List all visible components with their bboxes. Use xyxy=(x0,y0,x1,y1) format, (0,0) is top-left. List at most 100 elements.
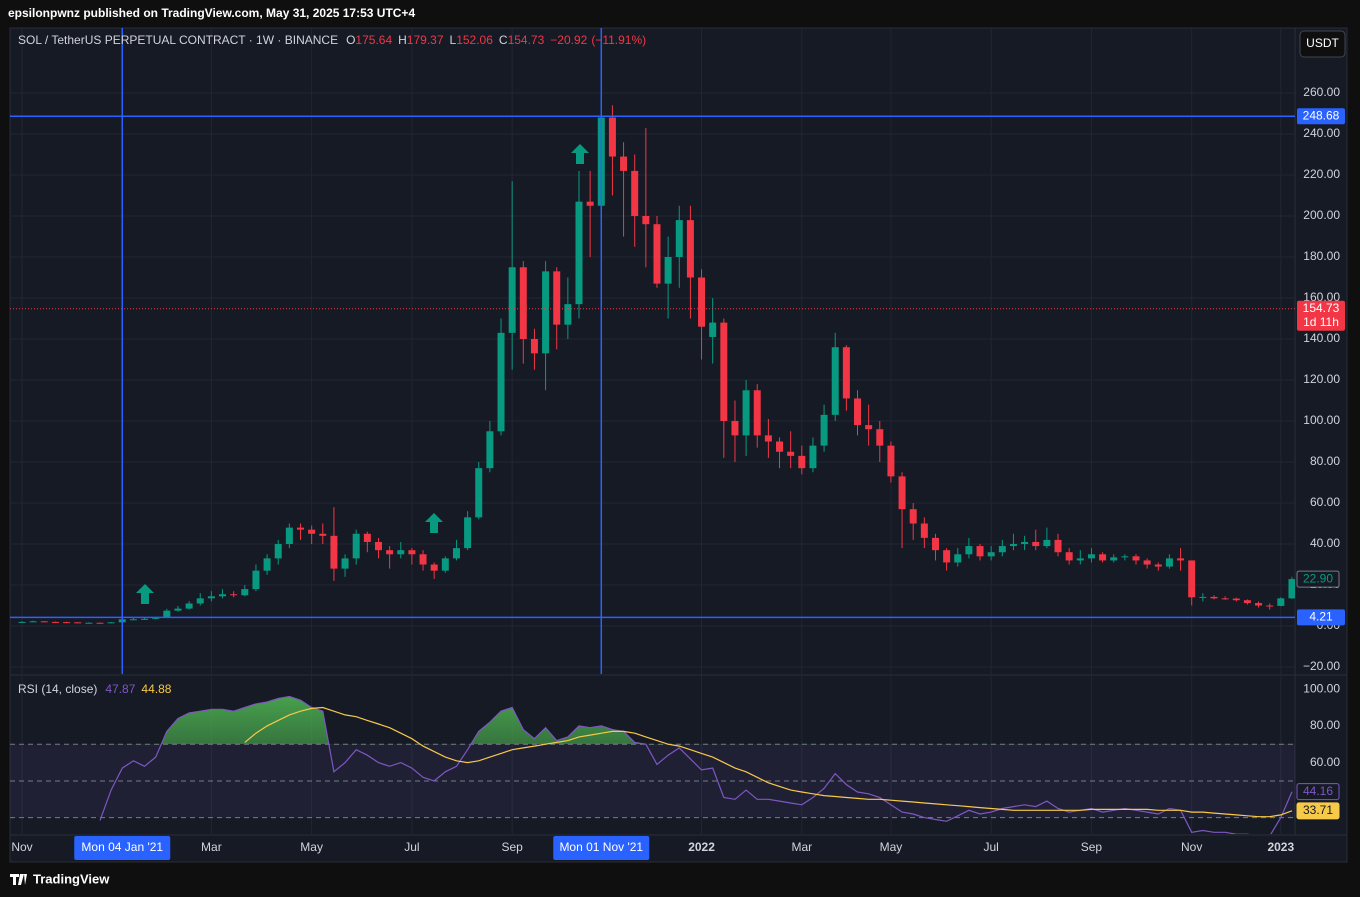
ohlc-label: H xyxy=(398,33,407,47)
ohlc-label: C xyxy=(499,33,508,47)
candle-body xyxy=(764,435,772,442)
x-tick-label: May xyxy=(300,840,323,854)
candle-body xyxy=(776,441,784,452)
candle-body xyxy=(185,603,193,609)
candle-body xyxy=(1221,598,1229,600)
brand-name: TradingView xyxy=(33,871,110,886)
last-value-box xyxy=(1296,802,1340,820)
candle-body xyxy=(686,220,694,278)
x-tick-label: Sep xyxy=(501,840,523,854)
candle-body xyxy=(831,347,839,415)
candle-body xyxy=(586,201,594,206)
candle-body xyxy=(731,421,739,436)
candle-body xyxy=(943,550,951,563)
candle-body xyxy=(1043,539,1051,547)
candle-body xyxy=(285,527,293,545)
candle-body xyxy=(620,156,628,171)
candle-body xyxy=(1087,554,1095,559)
candle-body xyxy=(542,271,550,354)
candle-body xyxy=(319,533,327,536)
vertical-line-label: Mon 04 Jan '21 xyxy=(81,840,163,854)
rsi-line xyxy=(244,706,1293,818)
candle-body xyxy=(1177,558,1185,561)
up-arrow xyxy=(136,584,154,604)
last-value-box xyxy=(1296,783,1340,801)
ohlc-label: L xyxy=(450,33,457,47)
candle-body xyxy=(1266,605,1274,607)
y-tick-label: 220.00 xyxy=(1303,167,1340,181)
y-tick-label: 60.00 xyxy=(1310,495,1340,509)
candle-body xyxy=(931,537,939,551)
x-tick-label: Mar xyxy=(201,840,222,854)
candle-body xyxy=(842,347,850,399)
candle-body xyxy=(330,535,338,569)
candle-body xyxy=(965,546,973,555)
candle-body xyxy=(608,117,616,157)
candle-body xyxy=(486,431,494,469)
ohlc-value: 154.73 xyxy=(508,33,545,47)
ohlc-label: O xyxy=(346,33,355,47)
current-price-label: 154.73 xyxy=(1303,301,1340,315)
legend-line: SOL / TetherUS PERPETUAL CONTRACT · 1W ·… xyxy=(18,33,646,47)
candle-body xyxy=(530,339,538,354)
candle-body xyxy=(497,332,505,432)
candle-body xyxy=(1110,557,1118,561)
y-tick-label: 100.00 xyxy=(1303,413,1340,427)
horizontal-line-box xyxy=(1297,609,1345,626)
horizontal-line-box xyxy=(1297,108,1345,125)
candle-body xyxy=(96,622,104,624)
candle-body xyxy=(374,541,382,551)
publisher-line: epsilonpwnz published on TradingView.com… xyxy=(8,6,415,20)
candle-body xyxy=(397,550,405,555)
horizontal-line-label: 248.68 xyxy=(1303,108,1340,122)
candle-body xyxy=(1021,541,1029,545)
currency-button[interactable] xyxy=(1299,30,1346,58)
candle-body xyxy=(363,533,371,542)
rsi-tick-label: 60.00 xyxy=(1310,755,1340,769)
x-tick-label: 2022 xyxy=(688,840,715,854)
candle-body xyxy=(1032,541,1040,547)
x-tick-label: Nov xyxy=(11,840,32,854)
candle-body xyxy=(274,544,282,559)
candle-body xyxy=(297,527,304,530)
current-price-box xyxy=(1297,300,1345,331)
countdown-label: 1d 11h xyxy=(1303,315,1339,329)
x-tick-label: May xyxy=(880,840,903,854)
candle-body xyxy=(464,517,472,549)
rsi-lines xyxy=(99,695,1293,834)
candle-body xyxy=(976,546,984,557)
candle-body xyxy=(1054,539,1062,553)
candle-body xyxy=(107,622,115,624)
candle-body xyxy=(1232,598,1240,601)
vertical-line-box xyxy=(553,836,650,860)
candle-body xyxy=(1065,552,1073,561)
last-value-label: 33.71 xyxy=(1303,803,1333,817)
y-tick-label: 140.00 xyxy=(1303,331,1340,345)
y-tick-label: 80.00 xyxy=(1310,454,1340,468)
candle-body xyxy=(998,546,1006,553)
candle-body xyxy=(230,594,238,596)
candle-body xyxy=(441,558,449,571)
candle-body xyxy=(308,529,316,534)
candle-body xyxy=(1165,558,1173,567)
signal-arrows xyxy=(136,144,589,604)
candle-body xyxy=(887,445,895,477)
candle-body xyxy=(263,558,271,571)
candle-body xyxy=(1154,564,1162,567)
candle-body xyxy=(174,608,182,611)
ohlc-value: 175.64 xyxy=(355,33,392,47)
x-tick-label: 2023 xyxy=(1267,840,1294,854)
candle-body xyxy=(575,201,583,305)
candle-body xyxy=(408,550,416,555)
candle-body xyxy=(564,304,572,325)
y-tick-label: 160.00 xyxy=(1303,290,1340,304)
marks xyxy=(18,95,1295,834)
currency-label[interactable]: USDT xyxy=(1306,36,1339,50)
x-tick-label: Jul xyxy=(984,840,999,854)
y-tick-label: −20.00 xyxy=(1303,659,1340,673)
candle-body xyxy=(987,552,995,557)
candle-body xyxy=(798,455,806,469)
candle-body xyxy=(85,622,93,624)
